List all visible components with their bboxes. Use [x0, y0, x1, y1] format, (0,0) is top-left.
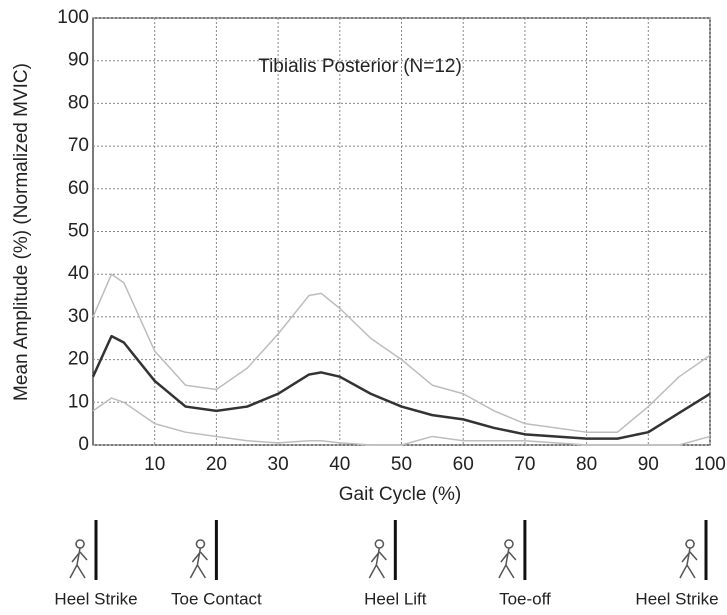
x-tick-label: 100: [694, 454, 726, 475]
x-tick-label: 80: [576, 454, 597, 475]
event-label: Toe-off: [499, 589, 551, 608]
walker-icon: [189, 539, 208, 579]
x-tick-label: 40: [329, 454, 350, 475]
y-tick-label: 50: [68, 221, 89, 242]
x-tick-label: 50: [391, 454, 412, 475]
chart-title: Tibialis Posterior (N=12): [258, 56, 462, 77]
y-tick-label: 40: [68, 263, 89, 284]
y-tick-label: 90: [68, 50, 89, 71]
y-tick-label: 30: [68, 306, 89, 327]
y-tick-label: 10: [68, 391, 89, 412]
walker-icon: [498, 539, 517, 579]
event-label: Heel Strike: [635, 589, 718, 608]
y-tick-label: 60: [68, 178, 89, 199]
series-line: [91, 334, 711, 440]
walker-icon: [679, 539, 698, 579]
event-label: Heel Lift: [364, 589, 427, 608]
y-tick-label: 100: [57, 7, 89, 28]
x-tick-label: 30: [268, 454, 289, 475]
x-tick-label: 20: [206, 454, 227, 475]
walker-icon: [368, 539, 387, 579]
y-tick-label: 0: [78, 434, 89, 455]
x-tick-label: 60: [453, 454, 474, 475]
x-tick-label: 90: [638, 454, 659, 475]
x-axis-label: Gait Cycle (%): [339, 484, 461, 505]
series-line: [92, 273, 711, 433]
y-tick-label: 80: [68, 92, 89, 113]
y-tick-label: 20: [68, 349, 89, 370]
y-tick-label: 70: [68, 135, 89, 156]
x-tick-label: 70: [514, 454, 535, 475]
event-label: Heel Strike: [54, 589, 137, 608]
event-label: Toe Contact: [171, 589, 262, 608]
series-line: [92, 397, 711, 446]
x-tick-label: 10: [144, 454, 165, 475]
y-axis-label: Mean Amplitude (%) (Normalized MVIC): [11, 63, 32, 401]
walker-icon: [69, 539, 88, 579]
